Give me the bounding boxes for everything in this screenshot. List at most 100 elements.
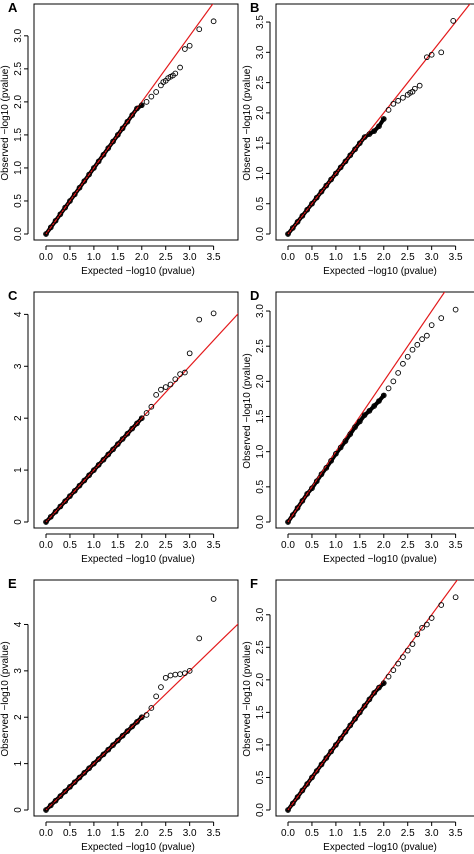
- qq-point: [416, 82, 423, 89]
- x-axis-label: Expected −log10 (pvalue): [81, 554, 195, 565]
- qq-point: [134, 105, 140, 112]
- x-tick-label: 2.5: [159, 252, 173, 263]
- panel-a: A 0.0 0.5 1.0 1.5 2.0 2.5 3.0 3.5 Expected −log10…: [0, 0, 239, 277]
- qq-point: [347, 722, 354, 729]
- qq-point: [404, 353, 411, 360]
- x-tick-label: 2.5: [401, 540, 415, 551]
- qq-point: [148, 93, 155, 100]
- qq-point: [294, 219, 301, 225]
- qq-point: [366, 696, 373, 703]
- qq-point: [352, 424, 358, 430]
- x-tick-label: 1.5: [111, 540, 125, 551]
- qq-point: [318, 188, 325, 195]
- y-tick-label: 3.0: [255, 45, 266, 59]
- qq-point: [167, 672, 174, 679]
- qq-point: [110, 138, 116, 145]
- qq-point: [333, 450, 339, 457]
- qq-point: [424, 332, 430, 339]
- qq-point: [86, 472, 92, 479]
- qq-point: [390, 667, 397, 673]
- y-axis-label: Observed −log10 (pvalue): [242, 353, 253, 468]
- x-tick-label: 3.0: [425, 252, 439, 263]
- reference-line: [287, 4, 471, 235]
- x-tick-label: 1.5: [353, 252, 367, 263]
- qq-point: [158, 386, 164, 393]
- qq-point: [67, 493, 73, 499]
- x-tick-label: 3.5: [449, 828, 463, 839]
- qq-point: [143, 410, 150, 416]
- qq-point: [177, 671, 183, 677]
- qq-point: [196, 635, 203, 642]
- qq-point: [153, 391, 159, 398]
- qq-point: [347, 152, 354, 159]
- qq-point: [380, 116, 387, 122]
- qq-point: [57, 793, 64, 799]
- y-tick-label: 2.0: [255, 374, 266, 388]
- qq-point: [134, 420, 140, 427]
- qq-point: [110, 446, 116, 453]
- qq-point: [414, 631, 421, 638]
- panel-letter: B: [250, 0, 259, 15]
- qq-point: [419, 336, 425, 343]
- qq-point: [438, 315, 445, 321]
- qq-point: [337, 164, 344, 171]
- qq-point: [299, 498, 306, 504]
- y-tick-label: 3: [13, 668, 24, 674]
- qq-point: [172, 671, 179, 678]
- y-tick-label: 2.5: [255, 339, 266, 353]
- y-tick-label: 4: [13, 621, 24, 627]
- qq-point: [105, 746, 112, 753]
- y-tick-label: 0.0: [255, 227, 266, 241]
- qq-point: [299, 787, 306, 794]
- qq-point: [395, 370, 401, 376]
- y-tick-label: 0.5: [13, 194, 24, 208]
- qq-point: [361, 134, 368, 140]
- qq-point: [304, 206, 311, 213]
- plot-frame: [275, 3, 474, 241]
- qq-point: [366, 131, 373, 137]
- qq-point: [210, 596, 217, 602]
- qq-point: [352, 716, 358, 722]
- qq-point: [52, 217, 59, 224]
- qq-point: [177, 64, 183, 71]
- y-tick-label: 2.0: [13, 94, 24, 108]
- qq-point: [71, 191, 78, 198]
- x-tick-label: 0.5: [305, 252, 319, 263]
- qq-point: [129, 425, 136, 432]
- panel-d: D 0.0 0.5 1.0 1.5 2.0 2.5 3.0 3.5 Expected −log10…: [242, 288, 474, 565]
- y-tick-label: 2.0: [255, 106, 266, 120]
- qq-point: [285, 807, 291, 813]
- qq-point: [172, 376, 179, 383]
- y-tick-label: 2.5: [255, 640, 266, 654]
- qq-point: [371, 128, 378, 134]
- panel-letter: E: [8, 576, 17, 591]
- x-tick-label: 2.0: [377, 252, 391, 263]
- qq-point: [186, 42, 193, 49]
- qq-point: [67, 783, 73, 790]
- qq-point: [86, 765, 92, 772]
- qq-point: [47, 513, 54, 520]
- qq-point: [361, 412, 368, 418]
- qq-point: [428, 51, 435, 58]
- qq-point: [100, 151, 107, 158]
- qq-point: [114, 737, 121, 744]
- qq-point: [424, 54, 430, 61]
- qq-point: [294, 794, 301, 800]
- qq-point: [158, 82, 164, 89]
- qq-point: [105, 451, 112, 458]
- y-tick-label: 2.5: [13, 61, 24, 75]
- qq-point: [76, 774, 83, 781]
- y-tick-label: 1.0: [255, 166, 266, 180]
- qq-point: [328, 176, 334, 183]
- y-tick-label: 2: [13, 714, 24, 720]
- qq-point: [134, 719, 140, 725]
- y-tick-label: 1.5: [255, 136, 266, 150]
- qq-point: [67, 198, 73, 204]
- reference-line: [45, 313, 238, 523]
- qq-point: [210, 18, 217, 25]
- qq-point: [162, 384, 169, 390]
- qq-point: [289, 512, 296, 518]
- qq-point: [356, 418, 363, 425]
- qq-point: [342, 729, 349, 735]
